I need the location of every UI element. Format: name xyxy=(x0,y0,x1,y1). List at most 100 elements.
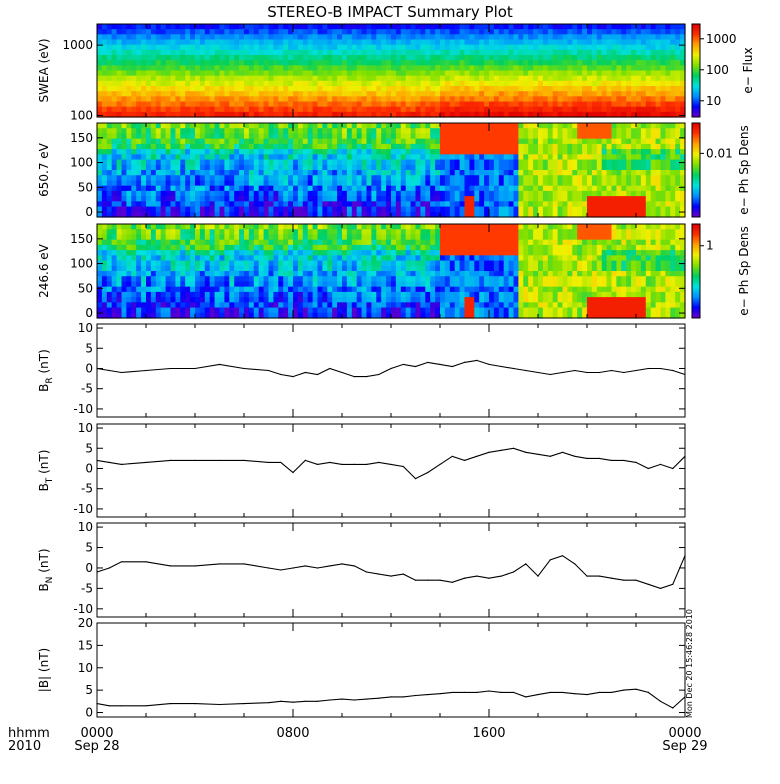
pad650-cell xyxy=(376,128,382,134)
swea-cell xyxy=(180,29,186,35)
pad650-cell xyxy=(416,175,422,181)
pad650-cell xyxy=(514,128,520,134)
pad246-cell xyxy=(146,245,152,251)
pad650-cell xyxy=(293,160,299,166)
swea-cell xyxy=(293,40,299,46)
pad246-cell xyxy=(175,224,181,230)
swea-cell xyxy=(318,29,324,35)
swea-cell xyxy=(180,24,186,30)
swea-cell xyxy=(523,45,529,51)
pad650-cell xyxy=(582,139,588,145)
pad650-cell xyxy=(288,165,294,171)
pad650-cell xyxy=(465,133,471,139)
swea-cell xyxy=(558,91,564,97)
pad650-cell xyxy=(185,191,191,197)
pad650-cell xyxy=(357,123,363,129)
swea-cell xyxy=(352,71,358,77)
pad650-cell xyxy=(229,128,235,134)
pad650-cell xyxy=(494,128,500,134)
swea-cell xyxy=(352,86,358,92)
pad650-cell xyxy=(190,160,196,166)
swea-cell xyxy=(112,96,118,102)
pad650-cell xyxy=(318,170,324,176)
swea-cell xyxy=(553,107,559,113)
swea-cell xyxy=(244,86,250,92)
swea-cell xyxy=(210,102,216,108)
swea-cell xyxy=(269,86,275,92)
swea-cell xyxy=(445,96,451,102)
pad650-cell xyxy=(386,175,392,181)
swea-cell xyxy=(572,45,578,51)
pad246-cell xyxy=(224,229,230,235)
swea-cell xyxy=(592,34,598,40)
pad246-cell xyxy=(244,308,250,314)
swea-cell xyxy=(308,45,314,51)
pad650-cell xyxy=(543,128,549,134)
swea-cell xyxy=(386,55,392,61)
swea-cell xyxy=(107,71,113,77)
pad246-cell xyxy=(161,245,167,251)
swea-cell xyxy=(474,107,480,113)
pad650-cell xyxy=(352,191,358,197)
pad650-cell xyxy=(239,175,245,181)
pad246-cell xyxy=(126,245,131,251)
pad650-cell xyxy=(215,170,221,176)
pad650-cell xyxy=(435,196,441,202)
pad650-cell xyxy=(151,165,157,171)
pad650-cell xyxy=(308,154,314,160)
swea-cell xyxy=(171,107,177,113)
pad650-cell xyxy=(298,180,304,186)
pad650-cell xyxy=(420,154,426,160)
pad650-cell xyxy=(602,128,608,134)
swea-cell xyxy=(430,96,436,102)
swea-cell xyxy=(224,81,230,87)
swea-cell xyxy=(587,50,593,56)
pad650-cell xyxy=(440,165,446,171)
swea-cell xyxy=(523,40,529,46)
swea-cell xyxy=(195,102,201,108)
pad650-cell xyxy=(587,160,593,166)
pad650-cell xyxy=(538,201,544,207)
pad650-cell xyxy=(220,160,226,166)
swea-cell xyxy=(391,55,397,61)
swea-cell xyxy=(146,81,152,87)
swea-cell xyxy=(367,24,373,30)
pad650-cell xyxy=(509,201,514,207)
pad650-cell xyxy=(126,180,131,186)
swea-cell xyxy=(205,34,211,40)
pad650-cell xyxy=(450,154,456,160)
swea-cell xyxy=(670,60,676,66)
pad650-cell xyxy=(656,154,662,160)
swea-cell xyxy=(293,60,299,66)
pad650-cell xyxy=(97,207,103,213)
pad650-cell xyxy=(342,154,348,160)
swea-cell xyxy=(523,96,529,102)
pad246-cell xyxy=(215,224,221,230)
swea-cell xyxy=(445,55,451,61)
swea-cell xyxy=(416,40,422,46)
pad650-cell xyxy=(185,139,191,145)
swea-cell xyxy=(582,86,588,92)
pad650-cell xyxy=(126,144,131,150)
swea-cell xyxy=(469,86,475,92)
pad650-cell xyxy=(572,180,578,186)
swea-cell xyxy=(401,29,407,35)
swea-cell xyxy=(249,65,255,71)
pad650-cell xyxy=(151,144,157,150)
swea-cell xyxy=(670,71,676,77)
swea-cell xyxy=(318,40,324,46)
swea-cell xyxy=(675,50,681,56)
swea-cell xyxy=(244,65,250,71)
pad650-cell xyxy=(381,186,387,192)
pad650-cell xyxy=(411,207,417,213)
pad650-cell xyxy=(646,207,652,213)
swea-cell xyxy=(430,76,436,82)
pad650-cell xyxy=(612,123,618,129)
swea-cell xyxy=(273,24,279,30)
swea-cell xyxy=(97,24,103,30)
pad650-cell xyxy=(450,128,456,134)
pad650-cell xyxy=(509,175,514,181)
swea-cell xyxy=(273,65,279,71)
pad246-cell xyxy=(220,250,226,256)
pad650-cell xyxy=(420,175,426,181)
